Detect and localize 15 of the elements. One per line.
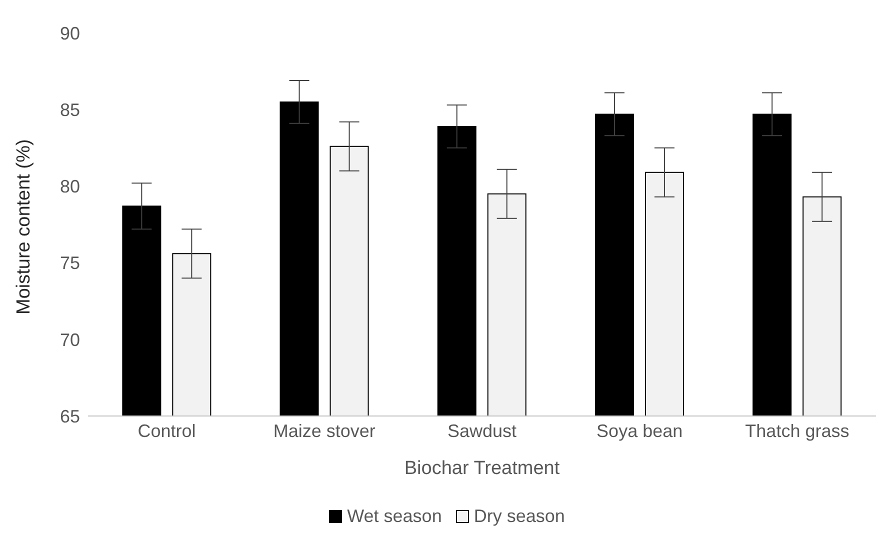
y-tick-label: 90 (60, 23, 80, 44)
y-tick-label: 85 (60, 100, 80, 120)
y-axis-title: Moisture content (%) (14, 139, 35, 314)
y-tick-label: 70 (60, 330, 80, 350)
y-tick-label: 80 (60, 176, 80, 197)
x-tick-label: Thatch grass (745, 420, 850, 441)
y-tick-label: 65 (60, 406, 80, 426)
y-tick-label: 75 (60, 253, 80, 274)
x-tick-label: Soya bean (596, 420, 683, 441)
legend-label: Dry season (474, 506, 565, 527)
x-axis-title: Biochar Treatment (404, 458, 560, 479)
x-tick-label: Sawdust (447, 420, 517, 441)
x-tick-label: Control (138, 420, 196, 441)
x-tick-label: Maize stover (273, 420, 376, 441)
legend-label: Wet season (347, 506, 442, 527)
